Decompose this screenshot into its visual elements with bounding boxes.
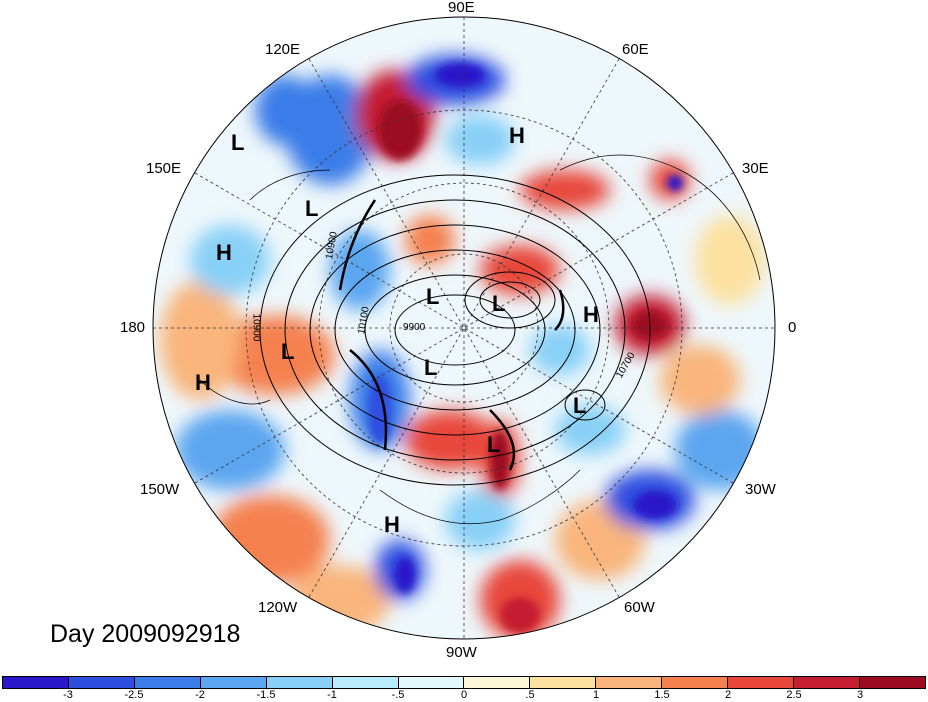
pressure-center: H <box>583 302 599 327</box>
pressure-center: H <box>384 512 400 537</box>
colorbar-tick-label: 2.5 <box>786 689 802 701</box>
colorbar-segment <box>728 677 795 688</box>
colorbar-tick-label: -.5 <box>391 689 405 701</box>
lon-label-60e: 60E <box>622 41 649 58</box>
colorbar-segment <box>794 677 860 688</box>
colorbar-tick-label: -3 <box>63 689 73 701</box>
colorbar-tick-label: 1 <box>592 689 600 701</box>
pressure-center: H <box>216 240 232 265</box>
lon-label-0: 0 <box>788 319 797 336</box>
pressure-center: L <box>426 284 440 309</box>
pressure-center: L <box>424 355 438 380</box>
pressure-center: L <box>305 196 319 221</box>
lon-label-60w: 60W <box>624 599 655 616</box>
lon-label-30e: 30E <box>742 160 769 177</box>
colorbar-segment <box>200 677 267 688</box>
lon-label-90e: 90E <box>448 0 475 16</box>
lon-label-120e: 120E <box>265 41 301 58</box>
pressure-center: H <box>509 123 525 148</box>
lon-label-90w: 90W <box>446 644 477 661</box>
graticule <box>153 17 775 639</box>
colorbar-tick-label: 0 <box>460 689 468 701</box>
pressure-center: L <box>573 393 587 418</box>
contour-label: 10900 <box>250 313 262 342</box>
colorbar-segment <box>859 677 925 688</box>
lon-label-120w: 120W <box>258 599 298 616</box>
colorbar-segment <box>332 677 399 688</box>
colorbar-tick-label: .5 <box>525 689 535 701</box>
pressure-center: L <box>231 130 245 155</box>
pressure-center: L <box>281 339 295 364</box>
colorbar-tick-label: -1 <box>327 689 337 701</box>
colorbar-segment <box>596 677 663 688</box>
colorbar-tick-label: -1.5 <box>256 689 276 701</box>
colorbar-segment <box>3 677 69 688</box>
colorbar-segment <box>134 677 201 688</box>
colorbar-tick-label: 2 <box>724 689 732 701</box>
date-title: Day 2009092918 <box>50 620 241 648</box>
colorbar-segment <box>266 677 333 688</box>
pressure-center: H <box>195 370 211 395</box>
colorbar-segment <box>464 677 531 688</box>
colorbar-tick-label: -2 <box>195 689 205 701</box>
colorbar-segment <box>398 677 465 688</box>
lon-label-180: 180 <box>120 319 146 336</box>
lon-label-150e: 150E <box>146 160 182 177</box>
pressure-center: L <box>487 432 501 457</box>
colorbar-segment <box>662 677 729 688</box>
colorbar-segment <box>68 677 135 688</box>
jet-contours <box>338 199 565 471</box>
colorbar <box>2 676 926 689</box>
coastlines <box>199 154 761 525</box>
colorbar-tick-label: 1.5 <box>654 689 670 701</box>
pressure-center: L <box>492 291 506 316</box>
lon-label-30w: 30W <box>745 481 776 498</box>
height-contours <box>259 174 651 486</box>
contour-label: 9900 <box>403 322 426 333</box>
map-border <box>152 16 776 640</box>
colorbar-tick-label: -2.5 <box>124 689 144 701</box>
colorbar-segment <box>530 677 597 688</box>
colorbar-tick-label: 3 <box>856 689 864 701</box>
lon-label-150w: 150W <box>140 481 180 498</box>
